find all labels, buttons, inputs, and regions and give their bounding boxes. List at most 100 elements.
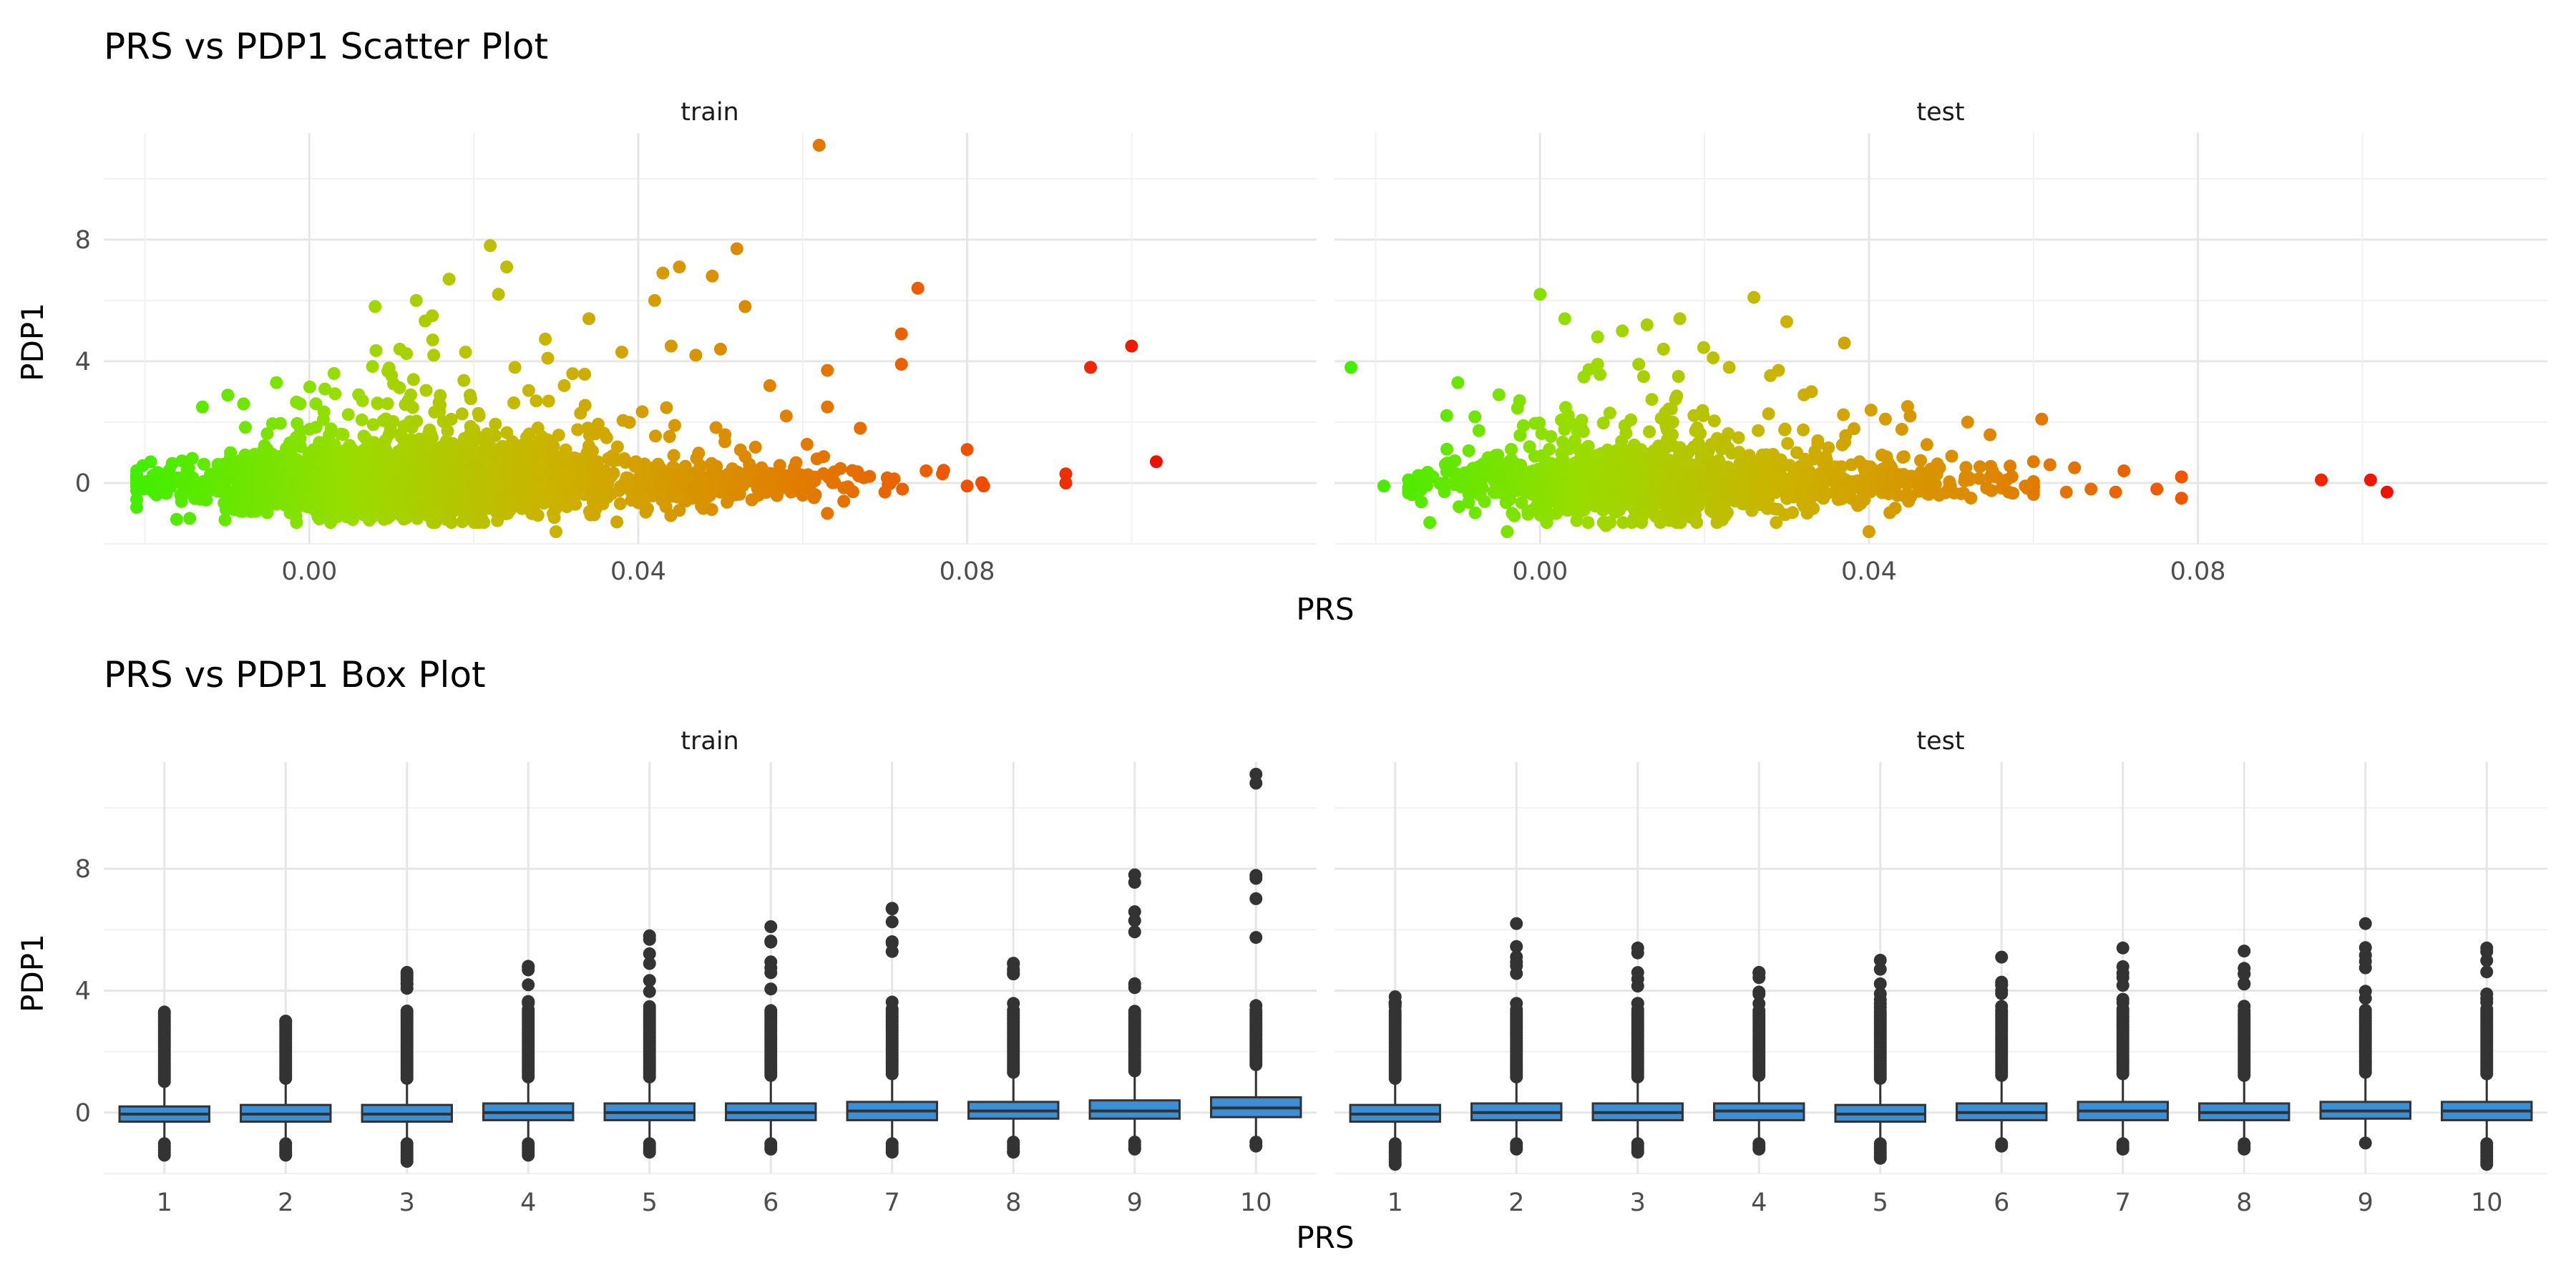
scatter-point [256,444,270,458]
scatter-point [1854,497,1868,510]
scatter-point [730,242,743,255]
scatter-point [1543,442,1556,456]
scatter-point [265,466,278,479]
scatter-point [2043,458,2057,472]
scatter-point [1974,460,1986,474]
scatter-point [649,429,662,443]
box-outlier [1631,1146,1644,1159]
scatter-point [1681,466,1694,479]
scatter-point [1634,443,1647,457]
scatter-train-y-tick-label: 4 [75,348,91,376]
scatter-point [218,513,232,527]
box-train-x-tick-label: 5 [642,1189,658,1217]
scatter-point [357,508,371,522]
scatter-point [383,485,396,498]
scatter-point [423,423,436,436]
scatter-point [1402,473,1415,487]
scatter-point [706,269,719,283]
scatter-point [1692,492,1705,504]
scatter-point [406,477,420,490]
scatter-point [399,511,413,525]
box-train-x-tick-label: 6 [763,1189,779,1217]
scatter-point [2035,412,2049,426]
scatter-point [2019,479,2032,493]
scatter-point [1637,370,1650,384]
scatter-point [1957,487,1971,500]
scatter-point [1559,401,1572,414]
scatter-point [812,139,826,152]
scatter-point [1695,479,1709,492]
scatter-point [381,397,394,411]
box-test-x-tick-label: 3 [1630,1189,1646,1217]
scatter-point [359,432,373,446]
box-outlier [643,947,656,960]
scatter-point [673,260,686,274]
box-outlier [522,995,535,1008]
scatter-point [828,476,841,489]
scatter-point [1759,460,1772,474]
scatter-point [1718,504,1731,517]
scatter-point [1752,424,1765,437]
scatter-point [1596,416,1610,430]
scatter-point [1864,404,1878,417]
scatter-point [738,300,752,313]
scatter-train-x-tick-label: 0.00 [281,557,337,586]
box-outlier [1128,868,1141,882]
scatter-point [1845,480,1859,494]
scatter-point [1680,448,1694,462]
box-test-category-3 [1591,941,1684,1159]
scatter-point [1553,487,1566,501]
box-outlier [764,1004,778,1018]
box-outlier [400,1005,414,1018]
box-test-x-tick-label: 5 [1873,1189,1888,1217]
scatter-point [1464,485,1478,499]
scatter-point [389,454,402,467]
scatter-plot-title: PRS vs PDP1 Scatter Plot [104,26,548,67]
scatter-point [763,379,776,392]
box-test-x-tick-label: 4 [1751,1189,1767,1217]
scatter-point [290,395,303,409]
scatter-point [759,477,773,491]
scatter-point [1493,484,1506,497]
scatter-point [328,387,342,401]
scatter-point [1672,370,1685,383]
scatter-point [2380,485,2394,499]
box-outlier [1510,1142,1523,1156]
scatter-point [410,414,424,428]
scatter-point [578,368,592,381]
scatter-point [821,507,834,520]
scatter-point [1781,436,1795,450]
box-outlier [2358,1136,2372,1150]
scatter-point [183,512,197,525]
scatter-point [1634,508,1647,522]
scatter-point [1722,361,1736,374]
scatter-point [221,389,235,402]
scatter-point [390,474,404,487]
scatter-point [668,419,681,432]
scatter-point [1682,492,1695,505]
scatter-point [686,481,700,494]
scatter-point [130,501,143,514]
scatter-point [260,506,274,519]
scatter-point [1631,497,1645,510]
scatter-point [605,487,618,501]
scatter-point [1415,495,1428,509]
scatter-point [353,451,367,464]
box-outlier [1249,768,1263,781]
scatter-point [390,494,404,507]
scatter-point [1671,462,1684,475]
scatter-point [837,481,851,494]
scatter-point [1576,425,1590,439]
box-outlier [2238,967,2251,980]
scatter-point [599,475,613,488]
scatter-point [1453,500,1466,514]
scatter-point [552,429,565,442]
box-train-x-tick-label: 10 [1240,1189,1272,1217]
scatter-point [1506,507,1519,520]
scatter-point [846,464,859,477]
scatter-point [1438,485,1451,499]
scatter-point [727,479,741,493]
box-test-x-tick-label: 8 [2236,1189,2252,1217]
box-outlier [1128,981,1141,995]
box-body [1088,1099,1181,1120]
